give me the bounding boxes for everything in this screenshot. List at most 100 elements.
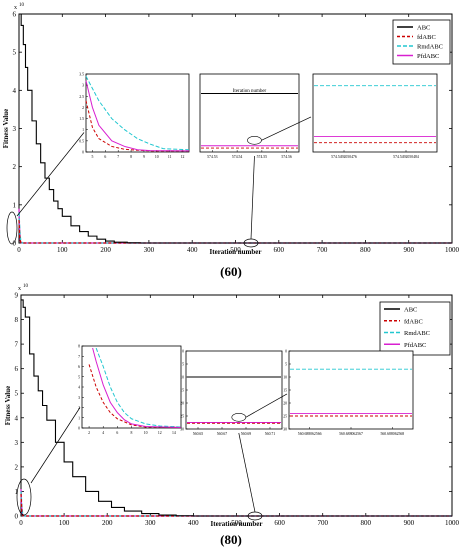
inset-y-tick-label: 5 — [78, 375, 80, 379]
inset-x-tick-label: 10 — [144, 431, 148, 435]
x-tick-label: 700 — [317, 519, 328, 527]
zoom-arrow — [261, 116, 312, 141]
zoom-arrow — [238, 432, 256, 513]
x-tick-label: 300 — [144, 246, 155, 254]
y-tick-label: 3 — [13, 125, 17, 133]
inset-y-tick-label: 30 — [180, 428, 184, 432]
y-tick-label: 6 — [15, 365, 19, 373]
x-tick-label: 1000 — [445, 246, 460, 254]
zoom-arrow — [16, 132, 85, 217]
inset-series-PfdABC — [85, 80, 190, 152]
inset-y-tick-label: 4 — [78, 386, 80, 390]
y-tick-label: 8 — [15, 316, 19, 324]
inset-y-tick-label: 1.5 — [79, 117, 84, 121]
y-tick-label: 0 — [15, 513, 19, 521]
legend-label-RmdABC: RmdABC — [404, 330, 430, 337]
inset-x-tick-label: 8 — [130, 155, 132, 159]
exponent: 10 — [23, 284, 29, 289]
inset-y-tick-label: 10 — [180, 376, 184, 380]
inset-y-tick-label: 2 — [82, 106, 84, 110]
x-tick-label: 600 — [274, 246, 285, 254]
inset-x-tick-label: 14 — [172, 431, 176, 435]
x-tick-label: 300 — [145, 519, 156, 527]
y-tick-label: 4 — [13, 87, 17, 95]
inset-y-tick-label: 30 — [283, 428, 287, 432]
inset-x-tick-label: 560.69 — [241, 432, 252, 436]
y-tick-label: 3 — [15, 439, 19, 447]
inset-frame-1 — [199, 73, 300, 153]
inset-y-tick-label: 20 — [283, 402, 287, 406]
x-axis-label: Iteration number — [210, 248, 262, 256]
inset-x-tick-label: 560.65 — [193, 432, 204, 436]
y-tick-label: 6 — [13, 11, 17, 19]
inset-y-tick-label: 2 — [78, 406, 80, 410]
x-tick-label: 500 — [230, 246, 241, 254]
inset-x-tick-label: 10 — [155, 155, 159, 159]
zoom-ellipse — [16, 478, 32, 516]
x-tick-label: 100 — [59, 519, 70, 527]
x-tick-label: 700 — [317, 246, 328, 254]
inset-y-tick-label: 7 — [78, 355, 80, 359]
x-tick-label: 900 — [403, 246, 414, 254]
inset-y-tick-label: 0 — [182, 350, 184, 354]
legend-label-PfdABC: PfdABC — [404, 342, 426, 349]
inset-series-fdABC — [88, 364, 182, 428]
legend-label-fdABC: fdABC — [417, 34, 436, 41]
y-tick-label: 2 — [13, 163, 17, 171]
series-line-fdABC — [20, 493, 452, 517]
inset-frame-0 — [81, 345, 182, 429]
y-axis-label: Fitness Value — [2, 109, 10, 148]
y-tick-label: 7 — [15, 341, 19, 349]
caption-80: (80) — [220, 532, 242, 547]
inset-y-tick-label: 0.5 — [79, 139, 84, 143]
series-line-RmdABC — [18, 212, 452, 244]
inset-y-tick-label: 0 — [82, 151, 84, 155]
series-line-fdABC — [18, 220, 452, 244]
inset-x-tick-label: 574.54 — [232, 155, 243, 159]
inset-y-tick-label: 25 — [180, 415, 184, 419]
y-tick-label: 5 — [15, 390, 19, 398]
inset-y-tick-label: 0 — [78, 427, 80, 431]
x-tick-label: 500 — [231, 519, 242, 527]
inset-series-RmdABC — [85, 75, 190, 151]
inset-y-tick-label: 25 — [283, 415, 287, 419]
inset-series-RmdABC — [95, 347, 182, 428]
inset-y-tick-label: 3.5 — [79, 73, 84, 77]
y-tick-label: 2 — [15, 463, 19, 471]
inset-x-tick-label: 12 — [158, 431, 162, 435]
legend-label-PfdABC: PfdABC — [417, 53, 439, 60]
caption-60: (60) — [220, 264, 242, 279]
y-tick-label: 5 — [13, 49, 17, 57]
inset-series-PfdABC — [92, 347, 182, 428]
y-tick-label: 9 — [15, 292, 19, 300]
x-tick-label: 100 — [57, 246, 68, 254]
inset-y-tick-label: 6 — [78, 365, 80, 369]
inset-x-tick-label: 12 — [181, 155, 185, 159]
x-tick-label: 0 — [19, 519, 23, 527]
x-tick-label: 200 — [102, 519, 113, 527]
inset-x-tick-label: 574.56 — [281, 155, 292, 159]
x-tick-label: 600 — [274, 519, 285, 527]
inset-x-tick-label: 560.688062568 — [380, 432, 404, 436]
x-tick-label: 200 — [100, 246, 111, 254]
inset-x-tick-label: 574.5492050484 — [393, 155, 419, 159]
inset-x-tick-label: 7 — [117, 155, 119, 159]
inset-y-tick-label: 1 — [78, 416, 80, 420]
inset-frame-1 — [185, 350, 283, 430]
inset-y-tick-label: 15 — [180, 389, 184, 393]
legend-label-ABC: ABC — [404, 307, 417, 314]
zoom-arrow — [245, 393, 288, 418]
inset-y-tick-label: 5 — [182, 363, 184, 367]
y-tick-label: 1 — [13, 201, 17, 209]
legend-box — [379, 301, 451, 356]
inset-x-tick-label: 6 — [116, 431, 118, 435]
zoom-ellipse — [6, 211, 18, 245]
inset-y-tick-label: 3 — [78, 396, 80, 400]
inset-x-tick-label: 574.55 — [257, 155, 268, 159]
legend-label-RmdABC: RmdABC — [417, 44, 443, 51]
inset-x-tick-label: 560.688062567 — [339, 432, 363, 436]
inset-x-tick-label: 5 — [91, 155, 93, 159]
inset-frame-2 — [288, 350, 414, 430]
inset-x-tick-label: 574.5492050476 — [331, 155, 357, 159]
